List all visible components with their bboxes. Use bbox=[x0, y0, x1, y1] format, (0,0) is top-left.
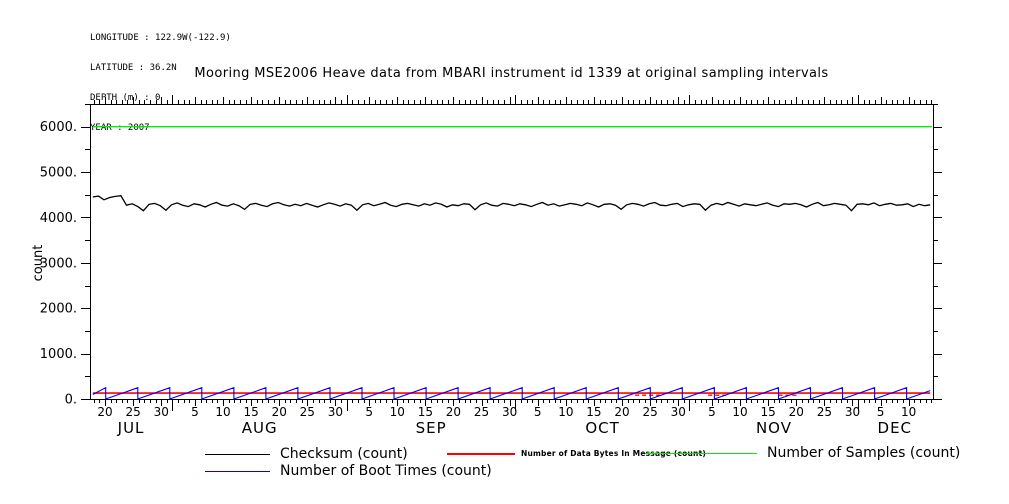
x-day-label: 30 bbox=[845, 405, 860, 419]
x-day-label: 25 bbox=[300, 405, 315, 419]
y-axis-ticks bbox=[81, 104, 942, 400]
x-day-label: 25 bbox=[643, 405, 658, 419]
x-day-label: 5 bbox=[534, 405, 542, 419]
y-tick-label: 0. bbox=[65, 393, 77, 408]
latitude-text: LATITUDE : 36.2N bbox=[90, 63, 177, 73]
x-day-label: 5 bbox=[877, 405, 885, 419]
x-day-label: 30 bbox=[502, 405, 517, 419]
legend-label-checksum: Checksum (count) bbox=[280, 446, 408, 462]
y-tick-label: 5000. bbox=[40, 166, 77, 181]
series-boot-times bbox=[92, 386, 931, 400]
month-label: DEC bbox=[878, 419, 913, 437]
x-day-label: 5 bbox=[708, 405, 716, 419]
x-day-label: 20 bbox=[446, 405, 461, 419]
x-day-label: 30 bbox=[154, 405, 169, 419]
y-tick-label: 2000. bbox=[40, 302, 77, 317]
x-day-label: 5 bbox=[191, 405, 199, 419]
x-day-label: 5 bbox=[365, 405, 373, 419]
plot-border bbox=[90, 104, 934, 400]
y-tick-label: 4000. bbox=[40, 211, 77, 226]
x-day-label: 20 bbox=[614, 405, 629, 419]
plot-title: Mooring MSE2006 Heave data from MBARI in… bbox=[194, 66, 829, 81]
x-axis-ticks bbox=[94, 95, 932, 411]
x-day-label: 10 bbox=[901, 405, 916, 419]
x-day-label: 15 bbox=[586, 405, 601, 419]
depth-text: DEPTH (m) : 0 bbox=[90, 93, 161, 103]
y-tick-label: 6000. bbox=[40, 120, 77, 135]
longitude-text: LONGITUDE : 122.9W(-122.9) bbox=[90, 33, 231, 43]
x-day-label: 25 bbox=[817, 405, 832, 419]
month-label: JUL bbox=[117, 419, 145, 437]
data-bytes-line-swatch bbox=[447, 452, 515, 455]
y-axis-labels: 0. 1000. 2000. 3000. 4000. 5000. 6000. bbox=[40, 120, 77, 407]
x-day-label: 10 bbox=[558, 405, 573, 419]
month-label: AUG bbox=[242, 419, 278, 437]
samples-line-swatch bbox=[645, 452, 757, 454]
x-day-label: 30 bbox=[671, 405, 686, 419]
legend-label-boot-times: Number of Boot Times (count) bbox=[280, 463, 492, 479]
x-day-label: 10 bbox=[390, 405, 405, 419]
checksum-line-swatch bbox=[205, 453, 270, 455]
y-tick-label: 3000. bbox=[40, 256, 77, 271]
x-day-label: 20 bbox=[789, 405, 804, 419]
x-axis-day-labels: 20 25 30 5 10 15 20 25 30 5 10 15 20 25 30 5 10 15 20 25 30 5… bbox=[97, 405, 916, 419]
series-checksum bbox=[92, 195, 931, 212]
legend-label-data-bytes: Number of Data Bytes In Message (count) bbox=[521, 448, 706, 458]
x-day-label: 15 bbox=[761, 405, 776, 419]
legend-entry-data-bytes: Number of Data Bytes In Message (count) bbox=[447, 448, 706, 459]
legend-entry-checksum: Checksum (count) bbox=[205, 447, 408, 461]
legend-entry-samples: Number of Samples (count) bbox=[645, 446, 960, 460]
x-day-label: 25 bbox=[125, 405, 140, 419]
month-label: SEP bbox=[416, 419, 447, 437]
x-axis-month-labels: JUL AUG SEP OCT NOV DEC bbox=[117, 419, 913, 437]
month-label: NOV bbox=[756, 419, 792, 437]
x-day-label: 10 bbox=[215, 405, 230, 419]
y-tick-label: 1000. bbox=[40, 347, 77, 362]
x-day-label: 20 bbox=[97, 405, 112, 419]
month-label: OCT bbox=[585, 419, 619, 437]
station-info-block: LONGITUDE : 122.9W(-122.9) LATITUDE : 36… bbox=[90, 13, 231, 153]
y-axis-title: count bbox=[31, 245, 46, 282]
x-day-label: 15 bbox=[418, 405, 433, 419]
x-day-label: 10 bbox=[732, 405, 747, 419]
legend-entry-boot-times: Number of Boot Times (count) bbox=[205, 464, 492, 478]
boot-times-line-swatch bbox=[205, 470, 270, 472]
year-text: YEAR : 2007 bbox=[90, 123, 150, 133]
x-day-label: 15 bbox=[243, 405, 258, 419]
legend-label-samples: Number of Samples (count) bbox=[767, 445, 961, 461]
x-day-label: 30 bbox=[328, 405, 343, 419]
x-day-label: 20 bbox=[272, 405, 287, 419]
x-day-label: 25 bbox=[474, 405, 489, 419]
